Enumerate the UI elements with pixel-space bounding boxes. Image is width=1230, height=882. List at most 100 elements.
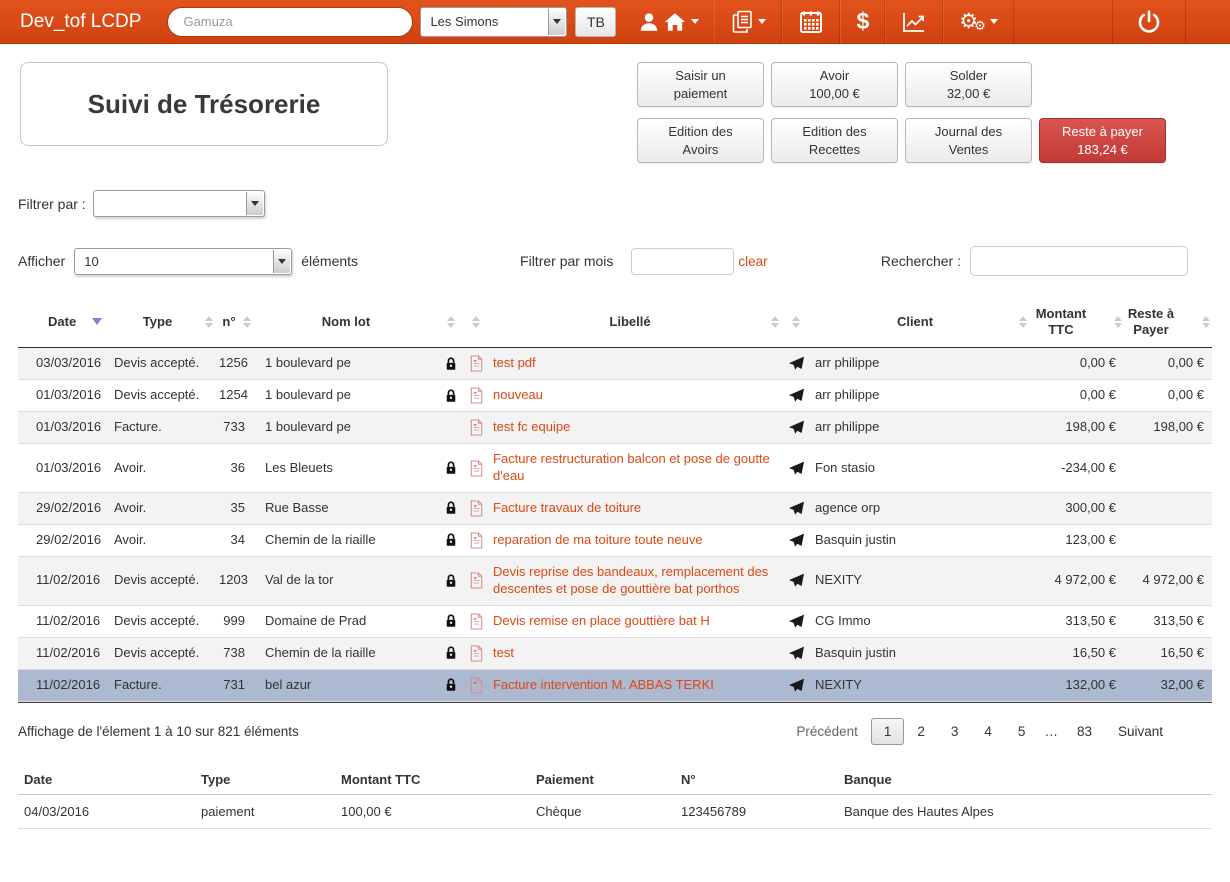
calendar-menu[interactable]	[782, 0, 841, 44]
col-header-type[interactable]: Type	[110, 314, 215, 329]
table-row[interactable]: 11/02/2016 Devis accepté. 999 Domaine de…	[18, 606, 1212, 638]
month-filter-input[interactable]	[631, 247, 735, 275]
libelle-link[interactable]: test pdf	[493, 355, 536, 371]
cell-client: Basquin justin	[815, 532, 896, 548]
filter-by-select[interactable]	[92, 190, 265, 217]
cell-num: 35	[230, 500, 245, 516]
table-search-input[interactable]	[970, 246, 1188, 276]
table-row[interactable]: 03/03/2016 Devis accepté. 1256 1 bouleva…	[18, 348, 1212, 381]
avoir-button[interactable]: Avoir 100,00 €	[771, 62, 898, 107]
libelle-link[interactable]: Facture intervention M. ABBAS TERKI	[493, 676, 714, 692]
payments-table-row[interactable]: 04/03/2016 paiement 100,00 € Chèque 1234…	[18, 795, 1212, 829]
cell-date: 03/03/2016	[36, 355, 102, 371]
send-icon[interactable]	[788, 461, 805, 476]
pagination-next[interactable]: Suivant	[1117, 723, 1163, 739]
pagination-page[interactable]: 83	[1076, 723, 1092, 739]
pagination-page[interactable]: 4	[984, 723, 992, 739]
table-row[interactable]: 11/02/2016 Devis accepté. 1203 Val de la…	[18, 556, 1212, 606]
pdf-icon[interactable]	[469, 613, 484, 630]
cell-montant: 0,00 €	[1079, 387, 1116, 403]
col-header-lot[interactable]: Nom lot	[321, 314, 371, 330]
saisir-paiement-button[interactable]: Saisir un paiement	[637, 62, 764, 107]
pdf-icon[interactable]	[469, 645, 484, 662]
logout-button[interactable]	[1112, 0, 1186, 44]
agency-select-value: Les Simons	[430, 14, 499, 29]
page-length-select[interactable]: 10	[74, 247, 293, 275]
table-row[interactable]: 01/03/2016 Facture. 733 1 boulevard pe	[18, 412, 1212, 445]
send-icon[interactable]	[788, 533, 805, 548]
pagination-previous[interactable]: Précédent	[796, 723, 858, 739]
pagination-page[interactable]: 3	[950, 723, 959, 739]
cell-montant: -234,00 €	[1061, 459, 1116, 475]
pdf-icon[interactable]	[469, 460, 484, 477]
libelle-link[interactable]: nouveau	[493, 387, 543, 403]
table-row[interactable]: 01/03/2016 Avoir. 36 Les Bleuets	[18, 444, 1212, 493]
payments-table: Date Type Montant TTC Paiement N° Banque…	[18, 767, 1212, 829]
libelle-link[interactable]: Facture restructuration balcon et pose d…	[493, 451, 770, 484]
send-icon[interactable]	[788, 356, 805, 371]
col-header-num[interactable]: n°	[215, 314, 253, 329]
agency-select[interactable]: Les Simons	[420, 6, 568, 37]
clear-month-link[interactable]: clear	[738, 253, 768, 269]
libelle-link[interactable]: test fc equipe	[493, 419, 571, 435]
send-icon[interactable]	[788, 573, 805, 588]
cell-date: 11/02/2016	[36, 572, 101, 588]
table-row[interactable]: 11/02/2016 Facture. 731 bel azur	[18, 669, 1212, 702]
col-header-libelle[interactable]: Libellé	[489, 314, 781, 329]
settings-menu[interactable]: ⚙ ⚙	[943, 0, 1014, 44]
send-icon[interactable]	[788, 646, 805, 661]
journal-ventes-button[interactable]: Journal des Ventes	[905, 118, 1032, 163]
send-icon[interactable]	[788, 678, 805, 693]
send-icon[interactable]	[788, 501, 805, 516]
cell-type: Avoir.	[114, 532, 147, 548]
send-icon[interactable]	[788, 388, 805, 403]
col-header-pdf[interactable]	[463, 315, 489, 328]
pdf-icon[interactable]	[469, 355, 484, 372]
payment-type: paiement	[201, 803, 255, 819]
col-header-client[interactable]: Client	[811, 314, 1029, 329]
col-header-reste[interactable]: Reste à Payer	[1124, 306, 1212, 337]
libelle-link[interactable]: reparation de ma toiture toute neuve	[493, 532, 703, 548]
pdf-icon[interactable]	[469, 532, 484, 549]
pagination-page[interactable]: 5	[1017, 723, 1026, 739]
edition-avoirs-button[interactable]: Edition des Avoirs	[637, 118, 764, 163]
pagination-page[interactable]: 1	[870, 717, 905, 745]
cell-type: Facture.	[114, 419, 162, 435]
cell-nom-lot: Chemin de la riaille	[265, 644, 376, 660]
cell-reste	[1124, 501, 1212, 515]
table-row[interactable]: 11/02/2016 Devis accepté. 738 Chemin de …	[18, 637, 1212, 670]
col-header-lock[interactable]	[439, 315, 463, 328]
pagination-page[interactable]: 2	[917, 723, 925, 739]
tb-button[interactable]: TB	[575, 6, 617, 37]
search-label: Rechercher :	[880, 253, 961, 269]
navbar-search-input[interactable]	[167, 6, 414, 37]
payments-col-banque: Banque	[844, 771, 892, 787]
libelle-link[interactable]: Devis reprise des bandeaux, remplacement…	[493, 563, 769, 596]
libelle-link[interactable]: Facture travaux de toiture	[493, 500, 642, 516]
money-menu[interactable]: $	[840, 0, 886, 44]
app-brand[interactable]: Dev_tof LCDP	[20, 10, 142, 32]
send-icon[interactable]	[788, 614, 805, 629]
user-home-menu[interactable]	[622, 0, 714, 44]
stats-menu[interactable]	[885, 0, 944, 44]
libelle-link[interactable]: test	[493, 644, 514, 660]
send-icon[interactable]	[788, 420, 805, 435]
reste-a-payer-button[interactable]: Reste à payer 183,24 €	[1039, 118, 1166, 163]
table-row[interactable]: 29/02/2016 Avoir. 35 Rue Basse	[18, 492, 1212, 525]
libelle-link[interactable]: Devis remise en place gouttière bat H	[493, 612, 710, 628]
pdf-icon[interactable]	[469, 500, 484, 517]
table-row[interactable]: 29/02/2016 Avoir. 34 Chemin de la riaill…	[18, 525, 1212, 557]
solder-button[interactable]: Solder 32,00 €	[905, 62, 1032, 107]
gear-icon: ⚙	[974, 19, 986, 34]
pdf-icon[interactable]	[469, 677, 484, 694]
pdf-icon[interactable]	[469, 572, 484, 589]
pdf-icon[interactable]	[469, 387, 484, 404]
col-header-send[interactable]	[781, 315, 811, 328]
col-header-montant[interactable]: Montant TTC	[1029, 306, 1124, 337]
documents-menu[interactable]	[714, 0, 783, 44]
dollar-icon: $	[856, 8, 870, 34]
edition-recettes-button[interactable]: Edition des Recettes	[771, 118, 898, 163]
col-header-date[interactable]: Date	[18, 314, 110, 329]
pdf-icon[interactable]	[469, 419, 484, 436]
table-row[interactable]: 01/03/2016 Devis accepté. 1254 1 bouleva…	[18, 380, 1212, 413]
